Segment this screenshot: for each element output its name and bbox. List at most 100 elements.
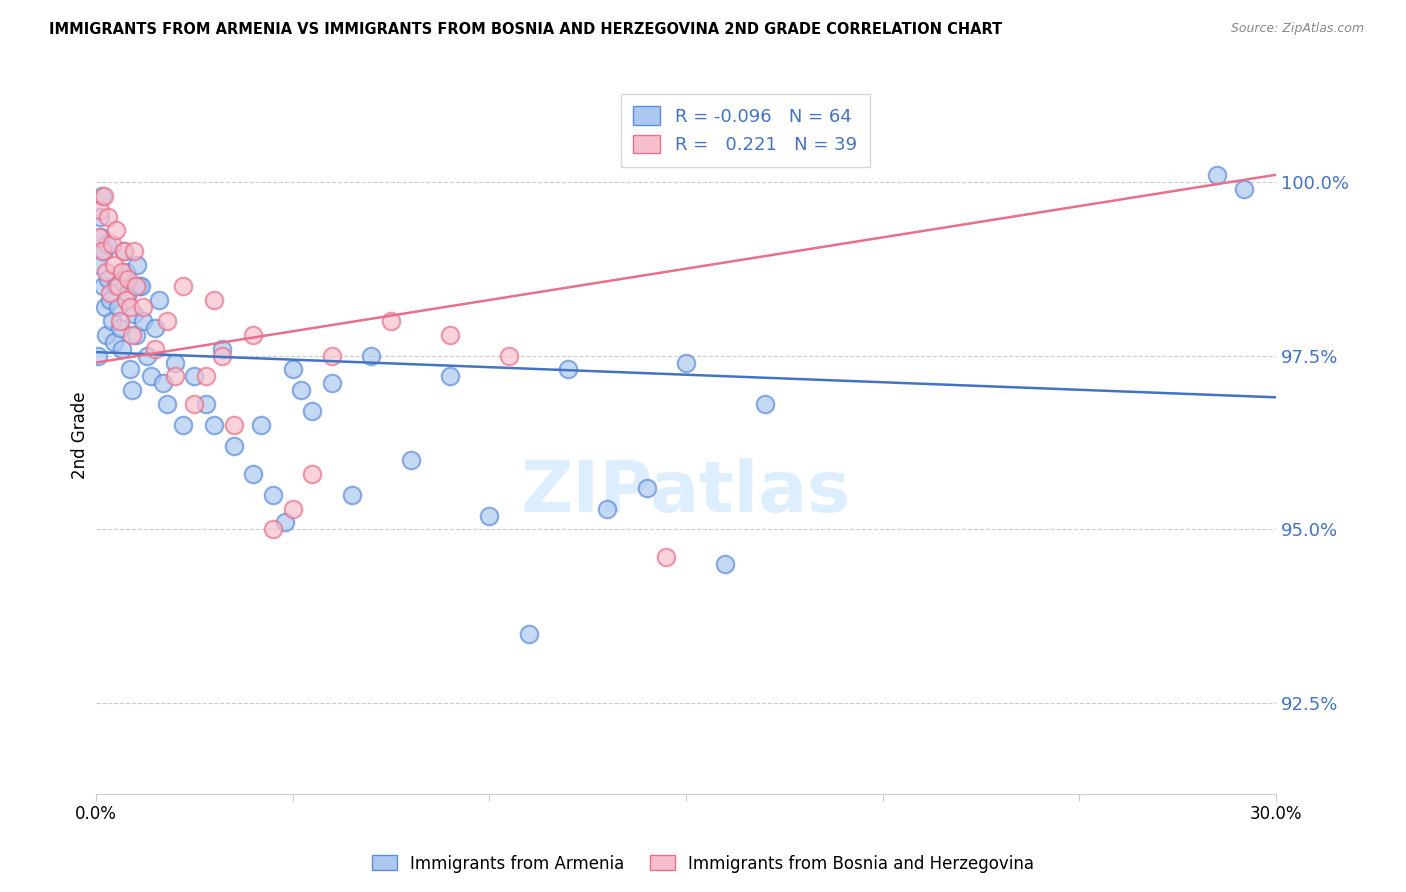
- Point: [655, 550, 678, 565]
- Point: [111, 342, 134, 356]
- Point: [132, 300, 155, 314]
- Point: [172, 279, 194, 293]
- Point: [93, 188, 115, 202]
- Point: [281, 362, 304, 376]
- Point: [202, 293, 225, 307]
- Point: [172, 418, 194, 433]
- Point: [439, 327, 461, 342]
- Point: [121, 384, 143, 398]
- Point: [262, 488, 284, 502]
- Point: [517, 626, 540, 640]
- Point: [94, 265, 117, 279]
- Point: [93, 244, 115, 259]
- Point: [132, 314, 155, 328]
- Point: [380, 314, 402, 328]
- Point: [108, 314, 131, 328]
- Point: [439, 369, 461, 384]
- Point: [107, 279, 129, 293]
- Point: [1206, 168, 1229, 182]
- Point: [131, 279, 153, 293]
- Text: Source: ZipAtlas.com: Source: ZipAtlas.com: [1230, 22, 1364, 36]
- Point: [754, 397, 776, 411]
- Point: [89, 210, 111, 224]
- Point: [290, 384, 312, 398]
- Point: [97, 272, 120, 286]
- Text: IMMIGRANTS FROM ARMENIA VS IMMIGRANTS FROM BOSNIA AND HERZEGOVINA 2ND GRADE CORR: IMMIGRANTS FROM ARMENIA VS IMMIGRANTS FR…: [49, 22, 1002, 37]
- Point: [1233, 182, 1256, 196]
- Point: [596, 501, 619, 516]
- Point: [222, 439, 245, 453]
- Point: [87, 230, 110, 244]
- Point: [152, 376, 174, 391]
- Point: [114, 265, 136, 279]
- Point: [114, 293, 136, 307]
- Point: [101, 237, 124, 252]
- Point: [97, 210, 120, 224]
- Point: [141, 369, 163, 384]
- Point: [103, 258, 125, 272]
- Point: [104, 279, 127, 293]
- Legend: R = -0.096   N = 64, R =   0.221   N = 39: R = -0.096 N = 64, R = 0.221 N = 39: [620, 94, 869, 167]
- Point: [675, 355, 697, 369]
- Point: [274, 516, 297, 530]
- Point: [127, 258, 149, 272]
- Point: [94, 300, 117, 314]
- Point: [242, 327, 264, 342]
- Point: [122, 307, 145, 321]
- Point: [156, 314, 179, 328]
- Point: [118, 362, 141, 376]
- Point: [87, 349, 110, 363]
- Point: [321, 349, 343, 363]
- Point: [163, 369, 186, 384]
- Point: [101, 314, 124, 328]
- Point: [321, 376, 343, 391]
- Point: [107, 300, 129, 314]
- Point: [262, 523, 284, 537]
- Point: [250, 418, 273, 433]
- Text: ZIPatlas: ZIPatlas: [522, 458, 851, 527]
- Point: [340, 488, 363, 502]
- Legend: Immigrants from Armenia, Immigrants from Bosnia and Herzegovina: Immigrants from Armenia, Immigrants from…: [366, 848, 1040, 880]
- Point: [478, 508, 501, 523]
- Point: [399, 453, 422, 467]
- Point: [211, 342, 233, 356]
- Point: [143, 320, 166, 334]
- Y-axis label: 2nd Grade: 2nd Grade: [72, 392, 89, 479]
- Point: [112, 244, 135, 259]
- Point: [714, 558, 737, 572]
- Point: [281, 501, 304, 516]
- Point: [128, 279, 150, 293]
- Point: [202, 418, 225, 433]
- Point: [183, 397, 205, 411]
- Point: [498, 349, 520, 363]
- Point: [222, 418, 245, 433]
- Point: [94, 327, 117, 342]
- Point: [148, 293, 170, 307]
- Point: [98, 285, 121, 300]
- Point: [557, 362, 579, 376]
- Point: [122, 244, 145, 259]
- Point: [91, 279, 114, 293]
- Point: [112, 244, 135, 259]
- Point: [242, 467, 264, 481]
- Point: [118, 300, 141, 314]
- Point: [89, 258, 111, 272]
- Point: [111, 265, 134, 279]
- Point: [124, 279, 146, 293]
- Point: [98, 293, 121, 307]
- Point: [90, 230, 112, 244]
- Point: [121, 327, 143, 342]
- Point: [96, 237, 118, 252]
- Point: [360, 349, 382, 363]
- Point: [136, 349, 159, 363]
- Point: [117, 285, 139, 300]
- Point: [103, 334, 125, 349]
- Point: [91, 188, 114, 202]
- Point: [89, 202, 111, 217]
- Point: [156, 397, 179, 411]
- Point: [183, 369, 205, 384]
- Point: [163, 355, 186, 369]
- Point: [108, 320, 131, 334]
- Point: [301, 467, 323, 481]
- Point: [104, 223, 127, 237]
